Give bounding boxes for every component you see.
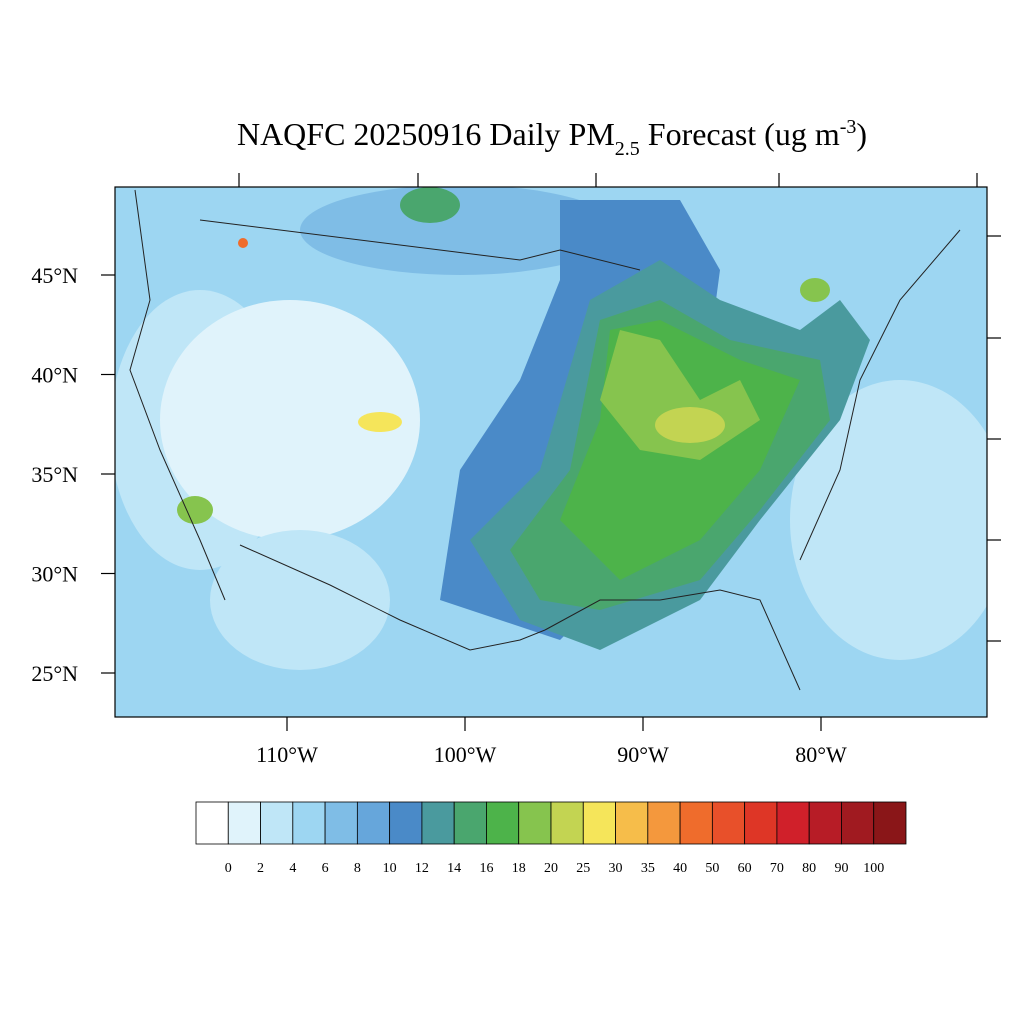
title-subscript: 2.5 — [615, 138, 640, 160]
colorbar-label: 4 — [289, 861, 296, 876]
colorbar-label: 14 — [447, 861, 461, 876]
colorbar-label: 18 — [512, 861, 526, 876]
colorbar-label: 25 — [576, 861, 590, 876]
lat-label: 35°N — [31, 462, 78, 487]
colorbar-label: 40 — [673, 861, 687, 876]
lat-label: 45°N — [31, 263, 78, 288]
colorbar-box — [421, 801, 455, 845]
colorbar-label: 80 — [802, 861, 816, 876]
title-text: NAQFC 20250916 Daily PM — [237, 116, 615, 152]
colorbar-box — [776, 801, 810, 845]
colorbar-box — [292, 801, 326, 845]
map — [114, 173, 1001, 718]
colorbar-box — [615, 801, 649, 845]
colorbar-box — [227, 801, 261, 845]
colorbar-box — [647, 801, 681, 845]
colorbar-label: 60 — [738, 861, 752, 876]
colorbar-box — [744, 801, 778, 845]
colorbar-box — [453, 801, 487, 845]
colorbar-box — [808, 801, 842, 845]
colorbar-box — [486, 801, 520, 845]
colorbar-box — [841, 801, 875, 845]
lon-label: 80°W — [795, 742, 847, 767]
colorbar-box — [582, 801, 616, 845]
colorbar-box — [356, 801, 391, 845]
colorbar-box — [389, 801, 423, 845]
colorbar-box — [518, 801, 552, 845]
lon-label: 110°W — [256, 742, 318, 767]
colorbar-box — [873, 801, 907, 845]
colorbar-label: 6 — [322, 861, 329, 876]
colorbar-label: 16 — [479, 861, 493, 876]
lat-label: 30°N — [31, 562, 78, 587]
title-text: Forecast (ug m — [640, 116, 840, 152]
colorbar-label: 30 — [609, 861, 623, 876]
colorbar-label: 35 — [641, 861, 655, 876]
colorbar-label: 12 — [415, 861, 429, 876]
colorbar-label: 50 — [705, 861, 719, 876]
colorbar-label: 0 — [225, 861, 232, 876]
colorbar-label: 90 — [834, 861, 848, 876]
colorbar-label: 20 — [544, 861, 558, 876]
colorbar-label: 10 — [383, 861, 397, 876]
title: NAQFC 20250916 Daily PM2.5 Forecast (ug … — [237, 116, 867, 160]
colorbar-box — [195, 801, 229, 845]
colorbar-label: 8 — [354, 861, 361, 876]
lon-label: 90°W — [617, 742, 669, 767]
title-superscript: -3 — [840, 116, 857, 138]
lon-label: 100°W — [434, 742, 497, 767]
colorbar-label: 2 — [257, 861, 264, 876]
lat-label: 40°N — [31, 363, 78, 388]
colorbar-box — [711, 801, 746, 845]
colorbar-box — [324, 801, 358, 845]
colorbar-box — [550, 801, 584, 845]
colorbar-box — [679, 801, 713, 845]
lat-label: 25°N — [31, 661, 78, 686]
colorbar-box — [260, 801, 294, 845]
colorbar-label: 100 — [863, 861, 884, 876]
colorbar-label: 70 — [770, 861, 784, 876]
title-text: ) — [856, 116, 867, 152]
